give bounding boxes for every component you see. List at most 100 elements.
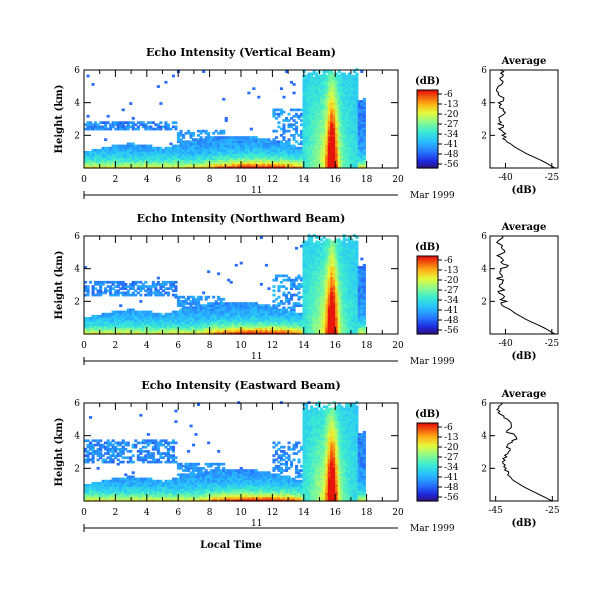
heatmap-cell: [149, 153, 153, 156]
heatmap-cell: [312, 121, 316, 124]
heatmap-cell: [315, 161, 319, 165]
heatmap-cell: [305, 165, 309, 169]
heatmap-cell: [227, 148, 231, 152]
heatmap-cell: [227, 161, 231, 165]
heatmap-cell: [290, 148, 294, 152]
heatmap-cell: [146, 146, 150, 150]
heatmap-cell: [171, 161, 175, 165]
heatmap-cell: [171, 157, 175, 161]
heatmap-cell: [131, 121, 135, 124]
heatmap-cell: [322, 153, 326, 156]
heatmap-cell: [325, 123, 329, 127]
heatmap-cell: [219, 138, 223, 141]
heatmap-cell: [214, 161, 218, 165]
heatmap-cell: [290, 153, 294, 156]
heatmap-cell: [272, 138, 276, 141]
heatmap-cell: [307, 129, 311, 133]
heatmap-cell: [209, 138, 213, 141]
heatmap-cell: [224, 161, 228, 165]
heatmap-cell: [322, 163, 326, 167]
heatmap-cell: [182, 136, 186, 139]
heatmap-cell: [287, 123, 291, 127]
heatmap-cell: [322, 161, 326, 165]
heatmap-cell: [310, 80, 314, 84]
heatmap-cell: [262, 165, 266, 169]
heatmap-cell: [244, 142, 248, 146]
heatmap-cell: [161, 161, 165, 165]
heatmap-cell: [204, 151, 208, 154]
heatmap-cell: [290, 146, 294, 150]
heatmap-cell: [252, 157, 256, 161]
heatmap-cell: [164, 148, 168, 152]
heatmap-cell: [209, 151, 213, 154]
heatmap-cell: [146, 159, 150, 163]
heatmap-cell: [287, 125, 291, 129]
heatmap-cell: [264, 165, 268, 169]
heatmap-cell: [297, 148, 301, 152]
heatmap-cell: [325, 129, 329, 133]
heatmap-cell: [272, 285, 276, 288]
heatmap-cell: [242, 138, 246, 141]
heatmap-cell: [254, 159, 258, 163]
heatmap-cell: [315, 117, 319, 120]
heatmap-cell: [184, 153, 188, 156]
heatmap-cell: [197, 138, 201, 141]
heatmap-cell: [282, 129, 286, 133]
heatmap-cell: [257, 95, 261, 99]
heatmap-cell: [229, 161, 233, 165]
heatmap-cell: [144, 165, 148, 169]
heatmap-cell: [295, 127, 299, 131]
heatmap-cell: [277, 163, 281, 167]
heatmap-cell: [169, 153, 173, 156]
heatmap-cell: [202, 138, 206, 141]
heatmap-cell: [86, 125, 90, 129]
heatmap-cell: [104, 127, 108, 131]
heatmap-cell: [305, 93, 309, 97]
heatmap-cell: [315, 144, 319, 148]
heatmap-cell: [244, 157, 248, 161]
heatmap-cell: [302, 131, 306, 135]
heatmap-cell: [259, 155, 263, 158]
heatmap-cell: [169, 146, 173, 150]
heatmap-cell: [322, 129, 326, 133]
heatmap-cell: [302, 100, 306, 103]
heatmap-cell: [234, 161, 238, 165]
heatmap-cell: [114, 155, 118, 158]
heatmap-cell: [136, 157, 140, 161]
heatmap-cell: [169, 163, 173, 167]
heatmap-cell: [146, 151, 150, 154]
heatmap-cell: [307, 136, 311, 139]
heatmap-cell: [184, 163, 188, 167]
heatmap-cell: [129, 148, 133, 152]
heatmap-cell: [320, 93, 324, 97]
heatmap-cell: [229, 157, 233, 161]
heatmap-cell: [277, 142, 281, 146]
heatmap-cell: [322, 138, 326, 141]
heatmap-cell: [310, 87, 314, 90]
heatmap-cell: [292, 123, 296, 127]
heatmap-cell: [272, 161, 276, 165]
heatmap-cell: [247, 144, 251, 148]
heatmap-cell: [197, 159, 201, 163]
heatmap-cell: [141, 157, 145, 161]
heatmap-cell: [212, 136, 216, 139]
heatmap-cell: [264, 144, 268, 148]
x-tick-label: 8: [207, 175, 213, 185]
heatmap-cell: [222, 151, 226, 154]
heatmap-cell: [315, 76, 319, 80]
heatmap-cell: [249, 165, 253, 169]
heatmap-cell: [146, 148, 150, 152]
heatmap-cell: [285, 142, 289, 146]
heatmap-cell: [272, 165, 276, 169]
heatmap-cell: [249, 142, 253, 146]
heatmap-cell: [159, 148, 163, 152]
heatmap-cell: [315, 151, 319, 154]
heatmap-cell: [300, 159, 304, 163]
heatmap-cell: [320, 153, 324, 156]
heatmap-cell: [237, 155, 241, 158]
heatmap-cell: [91, 125, 95, 129]
heatmap-cell: [151, 151, 155, 154]
heatmap-cell: [109, 125, 113, 129]
heatmap-cell: [322, 125, 326, 129]
heatmap-cell: [307, 144, 311, 148]
